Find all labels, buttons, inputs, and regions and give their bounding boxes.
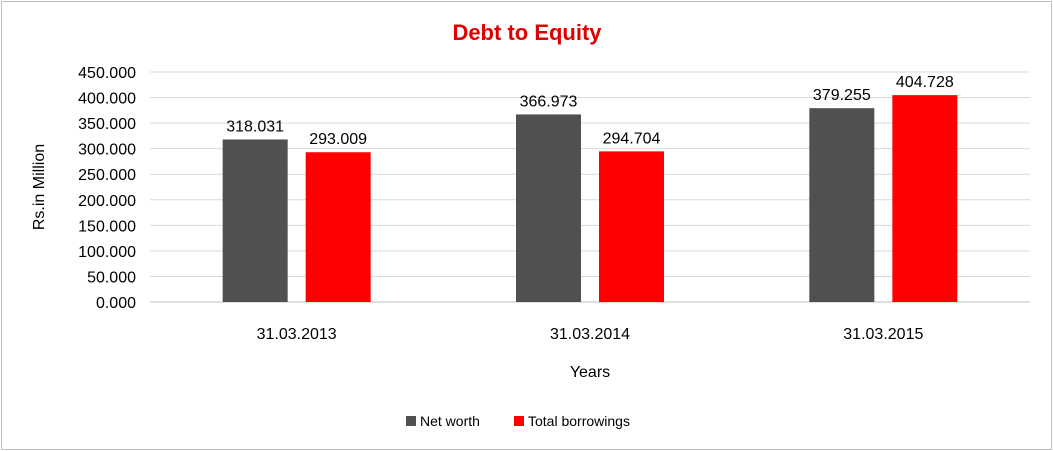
x-tick-label: 31.03.2015	[843, 326, 923, 343]
chart-title: Debt to Equity	[452, 20, 602, 45]
data-label: 294.704	[603, 130, 661, 147]
bar-net-worth	[222, 139, 288, 302]
y-tick-labels: 0.000 50.000 100.000 150.000 200.000 250.000 3…	[78, 65, 136, 312]
y-tick-label: 400.000	[78, 91, 136, 108]
gridlines	[150, 71, 1030, 303]
y-tick-label: 100.000	[78, 244, 136, 261]
x-axis-title: Years	[570, 364, 610, 381]
y-tick-label: 50.000	[87, 269, 136, 286]
legend-label: Total borrowings	[528, 413, 630, 429]
bars	[222, 95, 958, 302]
data-labels: 318.031 293.009 366.973 294.704 379.255 404.7…	[226, 74, 954, 148]
bar-net-worth	[809, 108, 875, 302]
x-tick-label: 31.03.2014	[550, 326, 630, 343]
legend: Net worth Total borrowings	[406, 413, 630, 429]
bar-net-worth	[516, 114, 581, 302]
y-axis-title: Rs.in Million	[31, 144, 48, 230]
bar-total-borrowings	[305, 152, 371, 302]
data-label: 366.973	[520, 93, 578, 110]
data-label: 379.255	[813, 87, 871, 104]
y-tick-label: 350.000	[78, 116, 136, 133]
legend-swatch	[514, 416, 524, 426]
y-tick-label: 250.000	[78, 167, 136, 184]
y-tick-label: 200.000	[78, 193, 136, 210]
y-tick-label: 300.000	[78, 142, 136, 159]
data-label: 318.031	[226, 118, 284, 135]
data-label: 404.728	[896, 74, 954, 91]
y-tick-label: 0.000	[96, 295, 136, 312]
bar-total-borrowings	[892, 95, 958, 302]
bar-total-borrowings	[599, 151, 664, 302]
category-labels: 31.03.2013 31.03.2014 31.03.2015	[257, 326, 924, 343]
data-label: 293.009	[309, 131, 367, 148]
x-tick-label: 31.03.2013	[257, 326, 337, 343]
y-tick-label: 150.000	[78, 218, 136, 235]
legend-swatch	[406, 416, 416, 426]
legend-label: Net worth	[420, 413, 480, 429]
y-tick-label: 450.000	[78, 65, 136, 82]
